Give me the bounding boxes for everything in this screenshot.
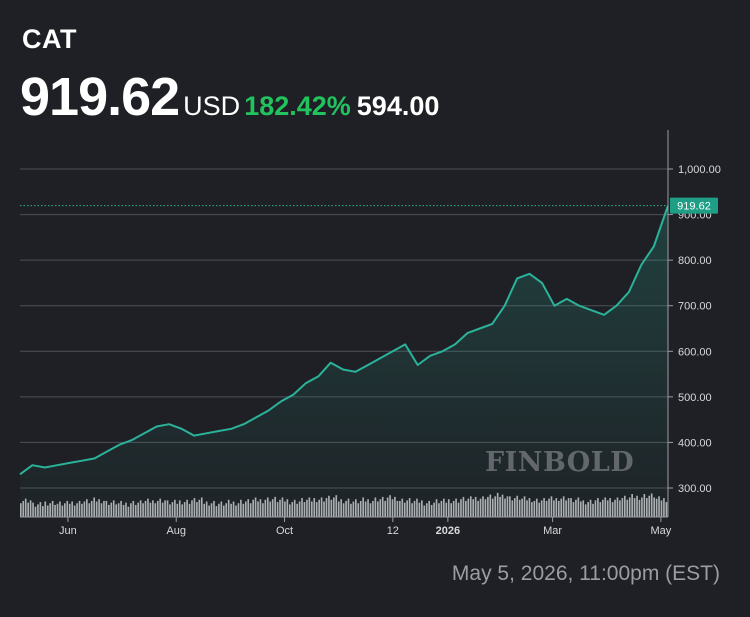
- y-tick-label: 500.00: [678, 392, 712, 404]
- timestamp: May 5, 2026, 11:00pm (EST): [451, 562, 720, 585]
- x-tick-label: Oct: [276, 525, 293, 537]
- x-tick-label: Mar: [543, 525, 562, 537]
- price-row: 919.62 USD 182.42% 594.00: [20, 66, 439, 128]
- price-series-line: [19, 205, 669, 476]
- y-tick-label: 400.00: [678, 437, 712, 449]
- x-tick-label: Aug: [166, 525, 186, 537]
- current-price: 919.62: [20, 67, 180, 127]
- ticker-symbol: CAT: [22, 24, 77, 54]
- finbold-logo: FINBOLD: [485, 447, 635, 478]
- x-tick-label: Jun: [59, 525, 77, 537]
- last-price-label: 919.62: [677, 201, 711, 213]
- last-price-badge: [670, 197, 718, 214]
- x-tick-label: 2026: [436, 525, 460, 537]
- y-tick-label: 700.00: [678, 301, 712, 313]
- x-tick-label: May: [651, 525, 672, 537]
- area-layer: [19, 205, 669, 517]
- currency-label: USD: [183, 91, 241, 121]
- axis-layer: 300.00400.00500.00600.00700.00800.00900.…: [20, 130, 721, 537]
- x-tick-label: 12: [387, 525, 399, 537]
- price-area-fill: [20, 205, 668, 517]
- y-tick-label: 300.00: [678, 483, 712, 495]
- change-absolute: 594.00: [356, 91, 440, 121]
- change-percent: 182.42%: [244, 91, 351, 121]
- y-tick-label: 600.00: [678, 346, 712, 358]
- badge-layer: 919.62: [20, 197, 718, 214]
- y-tick-label: 800.00: [678, 255, 712, 267]
- y-tick-label: 1,000.00: [678, 164, 721, 176]
